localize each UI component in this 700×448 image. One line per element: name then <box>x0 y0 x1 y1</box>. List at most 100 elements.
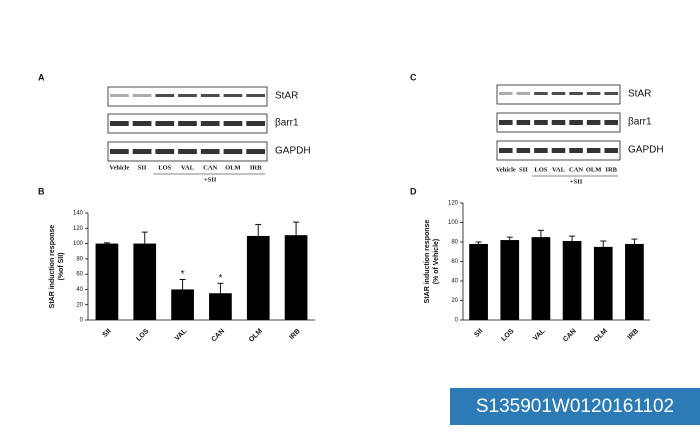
x-tick-label: VAL <box>174 327 189 342</box>
y-axis-label: (%of SII) <box>58 253 65 281</box>
blot-band <box>551 148 566 153</box>
x-tick-label: IRB <box>627 328 640 341</box>
blot-band <box>246 149 265 154</box>
y-tick-label: 0 <box>80 318 84 324</box>
lane-group: +SII <box>204 176 217 183</box>
blot-label: βarr1 <box>275 118 299 129</box>
lane-label: Vehicle <box>496 166 516 173</box>
bar <box>171 289 194 320</box>
blot-band <box>200 121 220 126</box>
panel-label: C <box>410 72 417 82</box>
y-tick-label: 100 <box>448 220 459 226</box>
lane-label: CAN <box>569 166 583 173</box>
blot-band <box>200 94 220 97</box>
bar <box>531 237 551 320</box>
blot-band <box>569 92 583 95</box>
blot-band <box>516 148 531 153</box>
blot-label: GAPDH <box>628 145 664 156</box>
lane-label: SII <box>138 164 147 171</box>
blot-band <box>569 120 583 125</box>
y-tick-label: 140 <box>73 211 84 217</box>
panel-label: A <box>38 72 45 82</box>
lane-label: IRB <box>250 164 262 171</box>
blot-label: βarr1 <box>628 117 652 128</box>
x-tick-label: CAN <box>562 328 578 344</box>
y-tick-label: 120 <box>73 226 84 232</box>
lane-group: +SII <box>570 178 583 185</box>
blot-band <box>516 92 531 95</box>
bar <box>625 243 644 320</box>
annotation: * <box>218 273 222 284</box>
y-tick-label: 20 <box>76 302 83 308</box>
blot-band <box>586 92 601 95</box>
panel-label: D <box>410 186 417 196</box>
blot-band <box>246 94 265 97</box>
bar <box>246 235 270 320</box>
lane-label: VAL <box>181 164 195 171</box>
blot-band <box>155 149 175 154</box>
y-tick-label: 80 <box>76 256 83 262</box>
bar <box>95 243 119 320</box>
blot-band <box>499 120 513 125</box>
y-tick-label: 60 <box>76 272 83 278</box>
blot-band <box>534 120 548 125</box>
blot-band <box>132 149 152 154</box>
x-tick-label: CAN <box>210 328 226 344</box>
y-tick-label: 0 <box>455 318 459 324</box>
bar <box>209 293 232 320</box>
blot-band <box>132 94 152 97</box>
y-axis-label: (% of Vehicle) <box>433 239 440 285</box>
id-box <box>450 388 700 425</box>
lane-label: Vehicle <box>109 164 129 171</box>
bar <box>500 240 520 320</box>
blot-band <box>604 120 618 125</box>
x-tick-label: LOS <box>135 328 150 343</box>
lane-label: CAN <box>203 164 217 171</box>
x-tick-label: SII <box>102 328 113 339</box>
y-tick-label: 80 <box>451 240 458 246</box>
lane-label: OLM <box>225 164 241 171</box>
blot-band <box>110 94 129 97</box>
blot-label: StAR <box>275 91 298 102</box>
x-tick-label: IRB <box>288 328 301 341</box>
blot-band <box>110 121 129 126</box>
lane-label: LOS <box>158 164 171 171</box>
bar <box>469 243 488 320</box>
x-tick-label: VAL <box>532 327 547 342</box>
blot-band <box>223 121 243 126</box>
annotation: * <box>181 269 185 280</box>
blot-band <box>178 121 197 126</box>
blot-band <box>155 121 175 126</box>
bar <box>562 241 582 320</box>
blot-band <box>604 92 618 95</box>
lane-label: OLM <box>586 166 602 173</box>
bar <box>593 246 613 320</box>
blot-band <box>551 92 566 95</box>
y-axis-label: StAR induction response <box>49 225 56 309</box>
blot-band <box>569 148 583 153</box>
blot-band <box>534 148 548 153</box>
blot-band <box>200 149 220 154</box>
blot-band <box>178 149 197 154</box>
lane-label: VAL <box>552 166 566 173</box>
lane-label: IRB <box>605 166 617 173</box>
blot-band <box>110 149 129 154</box>
blot-band <box>534 92 548 95</box>
y-tick-label: 120 <box>448 201 459 207</box>
product-id: S135901W0120161102 <box>476 396 674 417</box>
bar <box>284 235 308 320</box>
blot-band <box>246 121 265 126</box>
bar <box>133 243 157 320</box>
blot-band <box>132 121 152 126</box>
y-tick-label: 40 <box>76 287 83 293</box>
blot-band <box>499 148 513 153</box>
blot-label: GAPDH <box>275 146 311 157</box>
y-tick-label: 100 <box>73 241 84 247</box>
y-tick-label: 20 <box>451 298 458 304</box>
blot-band <box>223 94 243 97</box>
blot-band <box>155 94 175 97</box>
lane-label: LOS <box>534 166 547 173</box>
blot-band <box>178 94 197 97</box>
y-tick-label: 60 <box>451 259 458 265</box>
